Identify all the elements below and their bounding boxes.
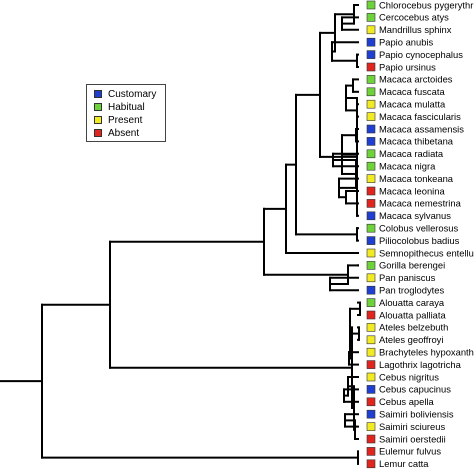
trait-square — [366, 236, 376, 245]
trait-square — [366, 323, 376, 332]
trait-square — [366, 447, 376, 456]
taxon-label: Cebus nigritus — [379, 371, 439, 382]
trait-square — [366, 25, 376, 35]
taxon-label: Macaca arctoides — [379, 74, 453, 85]
taxon-label: Macaca leonina — [379, 185, 445, 196]
taxon-label: Papio ursinus — [379, 61, 436, 72]
legend-box: Customary Habitual Present Absent — [86, 84, 166, 142]
legend-item-present: Present — [94, 114, 165, 127]
trait-square — [366, 372, 376, 382]
trait-square — [366, 409, 376, 419]
taxon-label: Eulemur fulvus — [379, 446, 441, 457]
taxon-label: Lemur catta — [379, 458, 429, 469]
legend-swatch — [94, 90, 102, 98]
trait-square — [366, 211, 376, 221]
legend-label: Habitual — [108, 102, 145, 113]
trait-square — [366, 261, 376, 270]
taxon-label: Macaca tonkeana — [379, 173, 454, 184]
trait-square — [366, 273, 376, 283]
trait-square — [366, 347, 376, 357]
trait-square — [366, 385, 376, 394]
legend-label: Customary — [108, 89, 157, 100]
trait-square — [366, 112, 376, 121]
taxon-label: Alouatta palliata — [379, 309, 447, 320]
trait-square — [366, 248, 376, 258]
legend-swatch — [94, 103, 102, 111]
legend-label: Present — [108, 115, 143, 126]
trait-square — [366, 37, 376, 47]
trait-square — [366, 62, 376, 72]
trait-square — [366, 174, 376, 183]
taxon-label: Macaca assamensis — [379, 123, 464, 134]
legend-item-habitual: Habitual — [94, 101, 165, 114]
trait-square — [366, 459, 376, 469]
taxon-label: Pan troglodytes — [379, 285, 444, 296]
trait-square — [366, 50, 376, 59]
tree-branches — [0, 4, 361, 465]
taxon-label: Ateles geoffroyi — [379, 334, 443, 345]
trait-square — [366, 149, 376, 159]
trait-square — [366, 75, 376, 84]
taxon-label: Piliocolobus badius — [379, 235, 460, 246]
trait-square — [366, 13, 376, 22]
taxon-label: Brachyteles hypoxanthus — [379, 347, 474, 358]
trait-square — [366, 397, 376, 407]
trait-square — [366, 161, 376, 171]
trait-square — [366, 137, 376, 146]
taxon-label: Papio anubis — [379, 37, 434, 48]
trait-square — [366, 0, 376, 10]
trait-square — [366, 199, 376, 208]
taxon-label: Saimiri boliviensis — [379, 409, 454, 420]
legend-swatch — [94, 116, 102, 124]
trait-square — [366, 434, 376, 444]
taxon-label: Colobus vellerosus — [379, 223, 459, 234]
legend-item-absent: Absent — [94, 127, 165, 140]
trait-square — [366, 422, 376, 431]
taxon-label: Mandrillus sphinx — [379, 24, 452, 35]
trait-square — [366, 335, 376, 345]
legend-label: Absent — [108, 128, 140, 139]
trait-square — [366, 223, 376, 233]
trait-square — [366, 298, 376, 307]
taxon-label: Lagothrix lagotricha — [379, 359, 462, 370]
taxon-label: Macaca fascicularis — [379, 111, 461, 122]
trait-square — [366, 310, 376, 320]
taxon-label: Cercocebus atys — [379, 12, 449, 23]
taxon-label: Macaca nemestrina — [379, 198, 462, 209]
taxon-label: Macaca fuscata — [379, 86, 445, 97]
taxon-label: Cebus capucinus — [379, 384, 451, 395]
taxon-label: Macaca nigra — [379, 161, 436, 172]
legend-swatch — [94, 129, 102, 137]
trait-square — [366, 99, 376, 109]
trait-square — [366, 360, 376, 369]
taxon-label: Gorilla berengei — [379, 260, 445, 271]
taxon-label: Alouatta caraya — [379, 297, 445, 308]
trait-square — [366, 124, 376, 134]
trait-square — [366, 186, 376, 196]
taxon-label: Papio cynocephalus — [379, 49, 463, 60]
legend-item-customary: Customary — [94, 88, 165, 101]
taxon-label: Cebus apella — [379, 396, 435, 407]
taxon-label: Semnopithecus entellus — [379, 247, 474, 258]
taxon-label: Macaca mulatta — [379, 99, 446, 110]
taxon-label: Pan paniscus — [379, 272, 436, 283]
taxon-label: Macaca thibetana — [379, 136, 454, 147]
taxon-label: Chlorocebus pygerythrus — [379, 0, 474, 10]
taxon-label: Macaca sylvanus — [379, 210, 451, 221]
taxon-label: Ateles belzebuth — [379, 322, 448, 333]
taxon-label: Saimiri sciureus — [379, 421, 445, 432]
taxon-label: Saimiri oerstedii — [379, 433, 446, 444]
trait-square — [366, 285, 376, 295]
taxon-label: Macaca radiata — [379, 148, 444, 159]
trait-square — [366, 87, 376, 97]
